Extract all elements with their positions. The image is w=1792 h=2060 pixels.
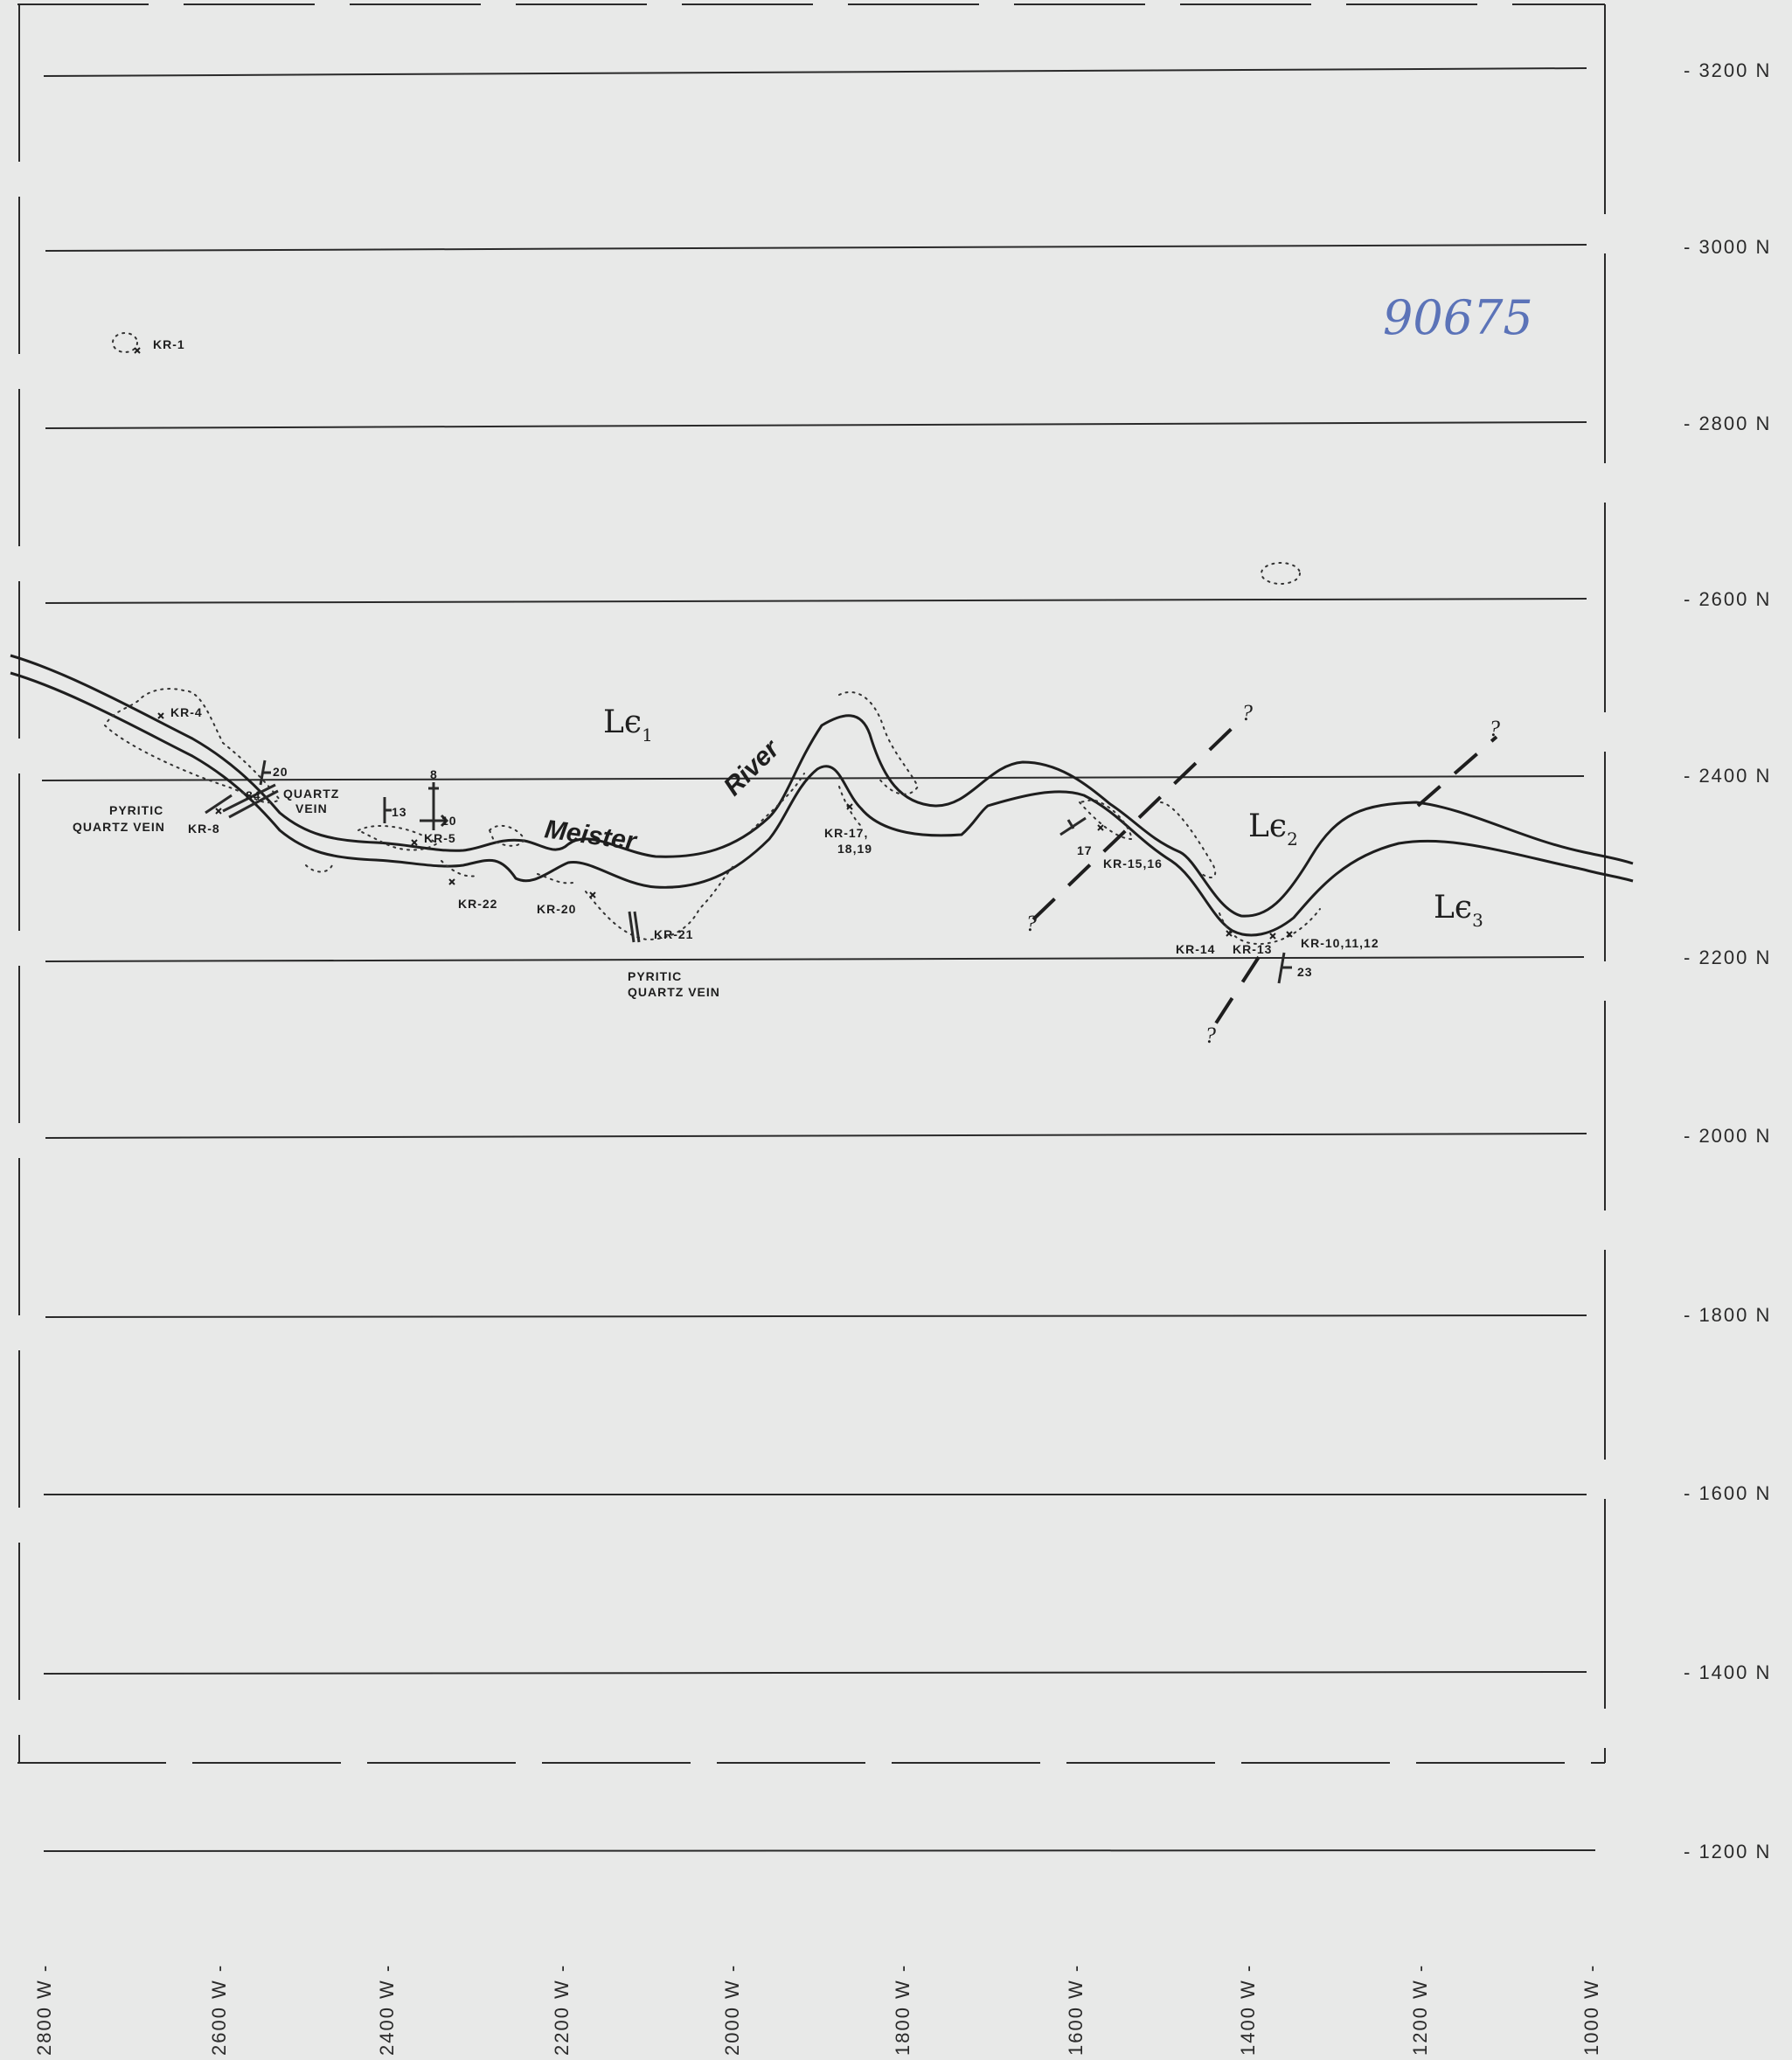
attitude-values: 20 84 13 8 10 17 23 [246, 765, 1313, 979]
easting-label: 1800 W - [892, 1964, 913, 2056]
outcrop-outline [1160, 801, 1217, 878]
fault-line [1209, 955, 1261, 1033]
note-pyritic-mid-1: PYRITIC [628, 969, 682, 983]
fault-question-mark: ? [1489, 716, 1500, 741]
sample-label-kr13: KR-13 [1233, 942, 1272, 956]
fault-question-mark: ? [1205, 1023, 1216, 1048]
dip-value: 10 [441, 814, 457, 828]
unit-label-le1: Lϵ1 [603, 704, 653, 746]
note-quartz-vein-2: VEIN [295, 801, 328, 815]
northing-label: - 1800 N [1684, 1304, 1771, 1326]
sample-label-kr18-19: 18,19 [837, 842, 872, 856]
northing-label: - 2600 N [1684, 588, 1771, 610]
fault-line [1416, 735, 1498, 808]
river-south-bank [10, 671, 1634, 937]
sample-label-kr5: KR-5 [424, 831, 456, 845]
sample-label-kr22: KR-22 [458, 897, 497, 911]
dip-value: 8 [430, 767, 438, 781]
easting-label: 2600 W - [208, 1964, 230, 2056]
unit-labels: Lϵ1 Lϵ2 Lϵ3 [603, 704, 1483, 931]
sample-label-kr8: KR-8 [188, 822, 220, 836]
sample-label-kr10-11-12: KR-10,11,12 [1301, 936, 1379, 950]
northing-label: - 3000 N [1684, 236, 1771, 258]
northing-axis: - 3200 N - 3000 N - 2800 N - 2600 N - 24… [1684, 59, 1771, 1862]
sample-label-kr15-16: KR-15,16 [1103, 857, 1163, 870]
fault-question-mark: ? [1025, 911, 1037, 936]
northing-grid-lines [41, 67, 1596, 1852]
unit-label-le2: Lϵ2 [1248, 808, 1298, 850]
easting-label: 2000 W - [721, 1964, 743, 2056]
meister-river [10, 654, 1634, 937]
outcrop-outline [356, 825, 439, 851]
easting-label: 2400 W - [376, 1964, 398, 2056]
outcrop-outline [112, 332, 138, 353]
dip-value: 20 [273, 765, 288, 779]
river-label-river: River [719, 733, 787, 801]
outcrop-outline [1219, 908, 1321, 946]
sample-labels: KR-1 KR-4 KR-8 KR-5 KR-22 KR-20 KR-21 KR… [153, 337, 1379, 956]
outcrop-outline [1078, 798, 1134, 841]
sample-label-kr21: KR-21 [654, 927, 693, 941]
river-name: Meister River [543, 733, 787, 857]
sample-label-kr20: KR-20 [537, 902, 576, 916]
outcrop-outlines [103, 332, 1321, 946]
sample-label-kr1: KR-1 [153, 337, 185, 351]
northing-label: - 3200 N [1684, 59, 1771, 81]
sample-label-kr4: KR-4 [170, 705, 203, 719]
easting-label: 2800 W - [33, 1964, 55, 2056]
northing-label: - 2800 N [1684, 413, 1771, 434]
note-pyritic-left-1: PYRITIC [109, 803, 163, 817]
sample-label-kr17: KR-17, [824, 826, 868, 840]
structural-symbols [205, 759, 1292, 984]
outcrop-outline [441, 860, 477, 877]
northing-label: - 2200 N [1684, 947, 1771, 968]
vein-notes: PYRITIC QUARTZ VEIN QUARTZ VEIN PYRITIC … [73, 787, 720, 999]
handwritten-catalog-number: 90675 [1383, 290, 1533, 345]
dip-value: 23 [1297, 965, 1313, 979]
northing-label: - 1400 N [1684, 1661, 1771, 1683]
sample-label-kr14: KR-14 [1176, 942, 1215, 956]
easting-axis: 2800 W - 2600 W - 2400 W - 2200 W - 2000… [33, 1964, 1602, 2056]
outcrop-outline [103, 688, 281, 804]
dip-value: 84 [246, 788, 261, 802]
northing-label: - 2000 N [1684, 1125, 1771, 1147]
sample-markers [134, 347, 1293, 940]
dip-value: 13 [392, 805, 407, 819]
river-north-bank [10, 654, 1634, 918]
northing-label: - 1200 N [1684, 1841, 1771, 1862]
note-pyritic-mid-2: QUARTZ VEIN [628, 985, 720, 999]
northing-label: - 1600 N [1684, 1482, 1771, 1504]
note-pyritic-left-2: QUARTZ VEIN [73, 820, 165, 834]
easting-label: 2200 W - [551, 1964, 573, 2056]
inferred-faults: ? ? ? ? [1025, 700, 1500, 1048]
outcrop-outline [305, 864, 333, 873]
outcrop-outline [585, 864, 735, 941]
easting-label: 1600 W - [1065, 1964, 1087, 2056]
fault-line [1031, 719, 1241, 921]
map-frame [17, 3, 1606, 1764]
northing-label: - 2400 N [1684, 765, 1771, 787]
dip-value: 17 [1077, 843, 1093, 857]
easting-label: 1200 W - [1409, 1964, 1431, 2056]
easting-label: 1400 W - [1237, 1964, 1259, 2056]
easting-label: 1000 W - [1580, 1964, 1602, 2056]
fault-question-mark: ? [1241, 700, 1253, 725]
outcrop-outline [1261, 562, 1301, 585]
note-quartz-vein-1: QUARTZ [283, 787, 339, 801]
outcrop-outline [751, 773, 805, 831]
unit-label-le3: Lϵ3 [1434, 890, 1483, 931]
